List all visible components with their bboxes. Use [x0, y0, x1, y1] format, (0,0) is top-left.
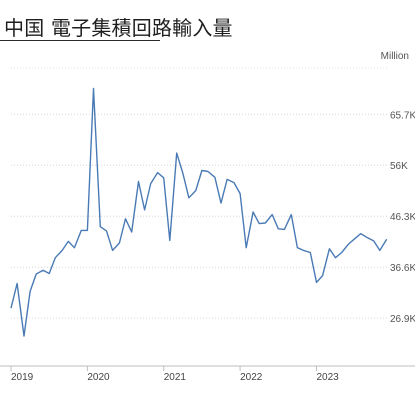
title-underline [0, 40, 160, 41]
chart-title: 中国 電子集積回路輸入量 [4, 16, 233, 40]
series-line [10, 87, 388, 337]
y-tick-label: 36.6K [390, 263, 415, 274]
series-group [10, 87, 388, 337]
y-tick-label: 65.7K [390, 110, 415, 121]
y-tick-label: 56K [390, 161, 408, 172]
y-tick-label: 26.9K [390, 314, 415, 325]
x-tick-label: 2022 [240, 372, 263, 383]
y-tick-label: 46.3K [390, 212, 415, 223]
x-tick-label: 2020 [87, 372, 110, 383]
x-tick-label: 2021 [164, 372, 187, 383]
y-axis-ticks: 65.7K 56K 46.3K 36.6K 26.9K [390, 110, 415, 325]
x-axis-ticks: 2019 2020 2021 2022 2023 [10, 366, 339, 383]
grid-lines [0, 67, 415, 367]
x-tick-label: 2023 [316, 372, 339, 383]
x-tick-label: 2019 [11, 372, 34, 383]
unit-label: Million [380, 51, 409, 62]
